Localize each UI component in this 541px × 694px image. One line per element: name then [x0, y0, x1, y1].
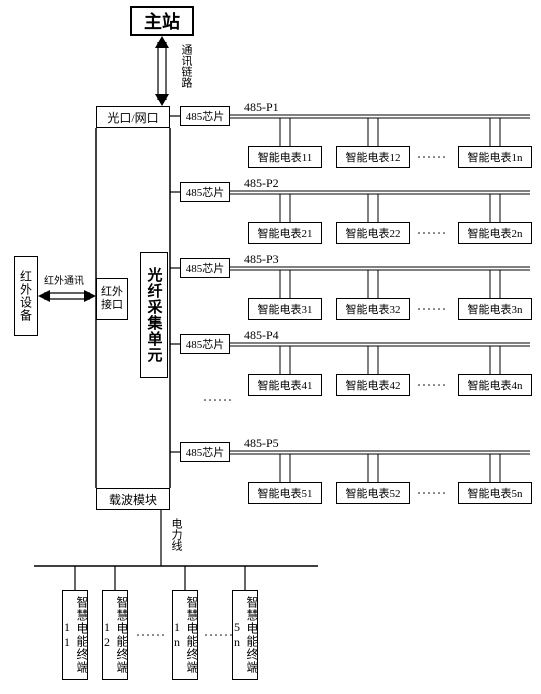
- chip-485-3: 485芯片: [180, 258, 230, 278]
- meter-box: 智能电表52: [336, 482, 410, 504]
- chip-485-1: 485芯片: [180, 106, 230, 126]
- master-station-label: 主站: [144, 8, 180, 34]
- ir-port-label: 红外接口: [101, 286, 123, 312]
- carrier-module-box: 载波模块: [96, 488, 170, 510]
- bus-label-p1: 485-P1: [244, 100, 279, 115]
- meter-box: 智能电表4n: [458, 374, 532, 396]
- meter-box: 智能电表41: [248, 374, 322, 396]
- ir-port-box: 红外接口: [96, 278, 128, 320]
- bus-label-p5: 485-P5: [244, 436, 279, 451]
- terminal-box: 智慧电能终端12: [102, 590, 128, 680]
- chip-485-5: 485芯片: [180, 442, 230, 462]
- meter-box: 智能电表21: [248, 222, 322, 244]
- ir-device-label: 红外设备: [18, 270, 35, 322]
- carrier-module-label: 载波模块: [109, 491, 157, 508]
- meter-box: 智能电表32: [336, 298, 410, 320]
- meter-box: 智能电表1n: [458, 146, 532, 168]
- chip-485-4: 485芯片: [180, 334, 230, 354]
- power-line-label: 电力线: [168, 518, 184, 551]
- meter-box: 智能电表12: [336, 146, 410, 168]
- terminal-box: 智慧电能终端5n: [232, 590, 258, 680]
- meter-box: 智能电表2n: [458, 222, 532, 244]
- bus-label-p2: 485-P2: [244, 176, 279, 191]
- meter-box: 智能电表42: [336, 374, 410, 396]
- optical-net-port-label: 光口/网口: [107, 109, 158, 126]
- comm-link-label: 通讯链路: [178, 44, 194, 88]
- meter-box: 智能电表31: [248, 298, 322, 320]
- chip-485-2: 485芯片: [180, 182, 230, 202]
- meter-box: 智能电表11: [248, 146, 322, 168]
- meter-box: 智能电表51: [248, 482, 322, 504]
- terminal-box: 智慧电能终端11: [62, 590, 88, 680]
- meter-box: 智能电表22: [336, 222, 410, 244]
- meter-box: 智能电表5n: [458, 482, 532, 504]
- terminal-box: 智慧电能终端1n: [172, 590, 198, 680]
- bus-label-p3: 485-P3: [244, 252, 279, 267]
- ir-comm-label: 红外通讯: [44, 272, 84, 287]
- ir-device-box: 红外设备: [14, 256, 38, 336]
- master-station-box: 主站: [130, 6, 194, 36]
- meter-box: 智能电表3n: [458, 298, 532, 320]
- fiber-unit-box: 光纤采集单元: [140, 252, 168, 378]
- optical-net-port-box: 光口/网口: [96, 106, 170, 128]
- fiber-unit-label: 光纤采集单元: [144, 267, 165, 363]
- bus-label-p4: 485-P4: [244, 328, 279, 343]
